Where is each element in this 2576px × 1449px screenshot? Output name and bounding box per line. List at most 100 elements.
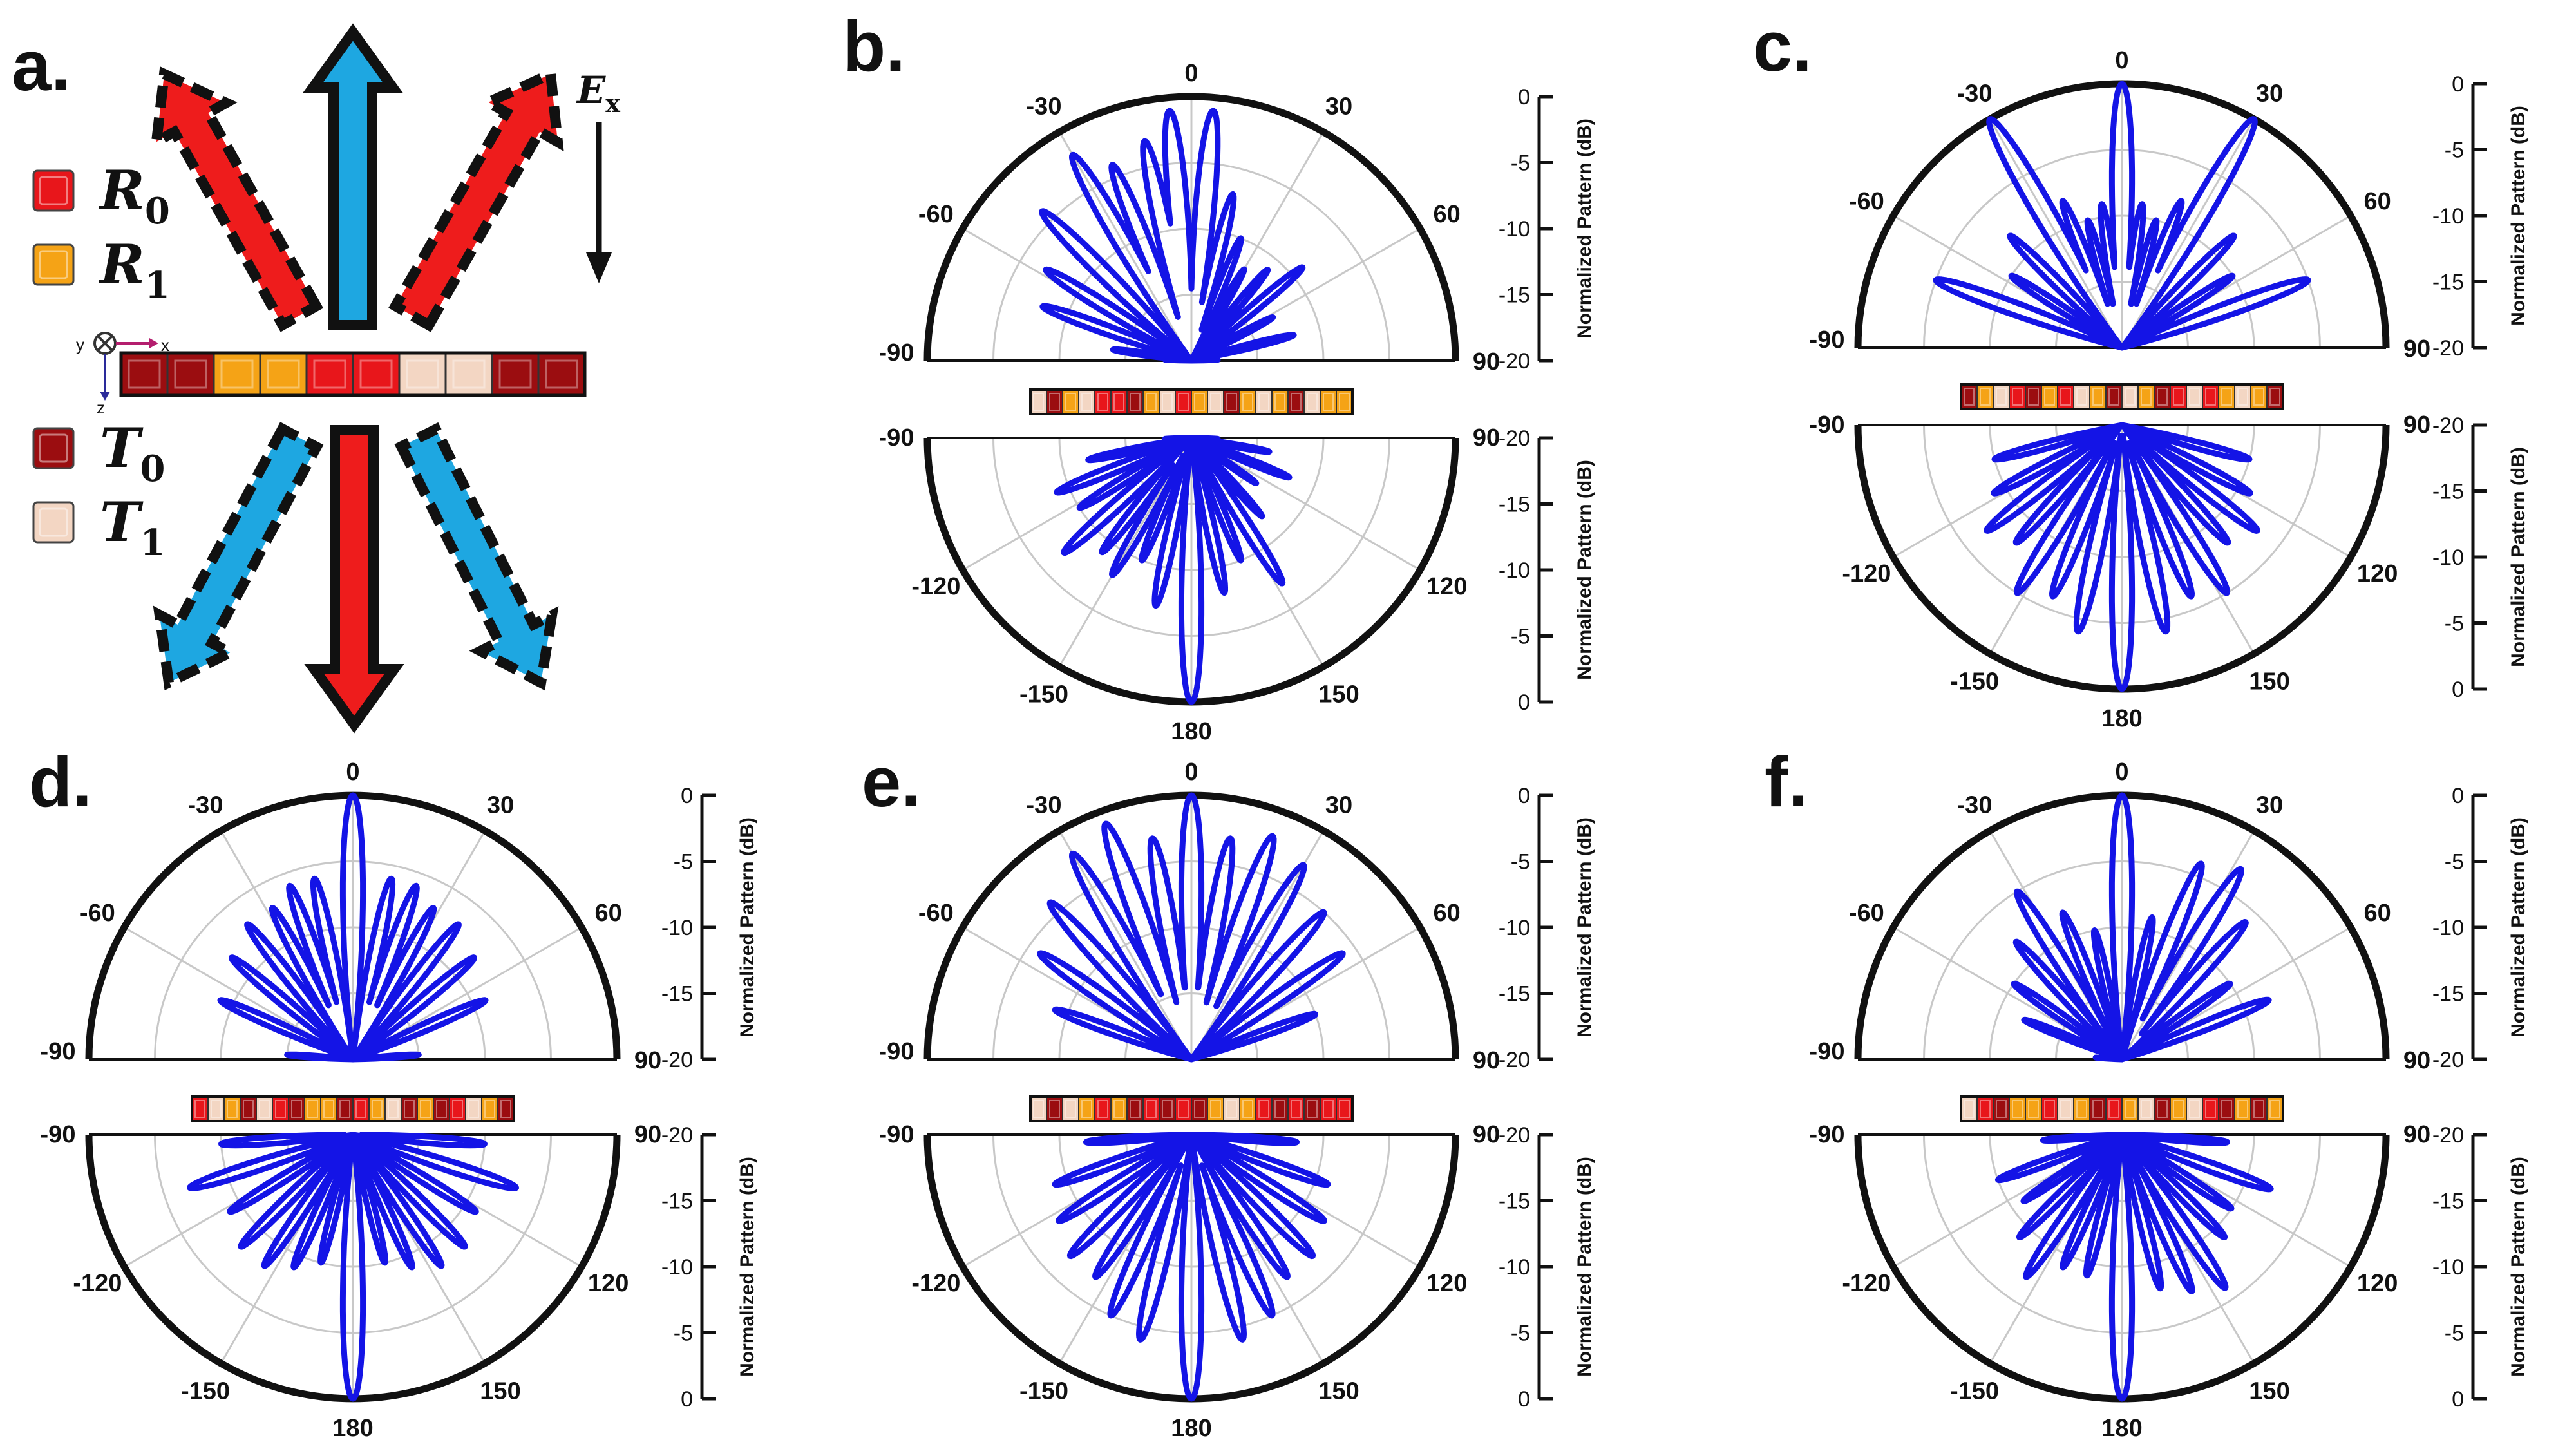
scale-tick-label: 0 xyxy=(2452,1387,2464,1412)
angle-tick-label: 0 xyxy=(1184,60,1198,87)
scale-tick-label: 0 xyxy=(2452,784,2464,808)
scale-tick-label: -20 xyxy=(2432,1123,2464,1148)
coding-cell-bevel xyxy=(372,1100,383,1118)
angle-tick-label: -150 xyxy=(1019,1378,1068,1405)
coding-cell-bevel xyxy=(1097,1100,1108,1118)
coding-cell-bevel xyxy=(2221,1100,2232,1118)
coding-cell xyxy=(1976,384,1994,410)
polar-chart-f: f. -90 -60 -30 0 30 60 90 0 -5 -10 -15 -20 Normalized… xyxy=(1765,743,2529,1442)
scale-tick-label: -5 xyxy=(2445,1321,2464,1346)
coding-cell-bevel xyxy=(2092,388,2103,406)
angle-tick-label: 90 xyxy=(1473,1121,1500,1148)
coding-cell-bevel xyxy=(2157,1100,2168,1118)
coding-cell-bevel xyxy=(339,1100,350,1118)
coding-cell xyxy=(1223,389,1240,415)
coding-cell xyxy=(1271,1096,1289,1122)
scale-tick-label: -15 xyxy=(1499,982,1530,1007)
angle-tick-label: 30 xyxy=(1325,93,1352,120)
scale-tick-label: -5 xyxy=(2445,138,2464,163)
pattern-curve-bottom xyxy=(1054,435,1293,705)
coding-cell xyxy=(1159,1096,1176,1122)
angle-tick-label: 60 xyxy=(1433,201,1460,228)
scale-tick-label: 0 xyxy=(681,784,693,808)
scale-tick-label: -20 xyxy=(1499,1048,1530,1072)
angle-tick-label: 90 xyxy=(1473,424,1500,451)
pattern-curve-top xyxy=(217,792,489,1063)
angle-tick-label: 180 xyxy=(1171,1415,1211,1442)
scale-tick-label: -10 xyxy=(661,916,693,940)
coding-cell-bevel xyxy=(452,1100,463,1118)
angle-tick-label: 90 xyxy=(1473,348,1500,375)
scale-tick-label: -5 xyxy=(1511,850,1530,875)
scale-tick-label: 0 xyxy=(1518,784,1530,808)
coding-cell xyxy=(2250,1096,2268,1122)
angle-tick-label: -90 xyxy=(41,1121,76,1148)
unit-cell-bevel xyxy=(313,359,346,389)
angle-tick-label: 90 xyxy=(634,1121,661,1148)
legend-label-R1: R1 xyxy=(99,232,170,307)
axis-x-head xyxy=(149,338,158,348)
reflected-arrow-left xyxy=(150,66,324,332)
angle-tick-label: -60 xyxy=(80,900,115,927)
angle-tick-label: 30 xyxy=(487,791,514,819)
grid-spoke xyxy=(2121,118,2255,348)
strip-outline xyxy=(119,351,587,397)
coding-cell-bevel xyxy=(1307,1100,1318,1118)
coding-cell-bevel xyxy=(484,1100,495,1118)
unit-cell-bevel xyxy=(498,359,532,389)
coding-cell-bevel xyxy=(307,1100,318,1118)
pattern-curve-top xyxy=(1039,108,1306,364)
coding-strip-outline xyxy=(1029,1095,1354,1122)
scale-axis-title: Normalized Pattern (dB) xyxy=(2508,447,2529,667)
legend-swatch-T1 xyxy=(32,501,75,544)
angle-tick-label: 120 xyxy=(1426,1270,1467,1297)
coding-cell-bevel xyxy=(1323,393,1334,411)
angle-tick-label: -90 xyxy=(1810,1038,1845,1065)
coding-cell xyxy=(320,1096,337,1122)
coding-cell-bevel xyxy=(1113,393,1124,411)
coding-cell xyxy=(401,1096,418,1122)
angle-tick-label: -90 xyxy=(1810,1121,1845,1148)
coding-cell-bevel xyxy=(1291,393,1302,411)
scale-tick-label: 0 xyxy=(2452,677,2464,702)
coding-cell-bevel xyxy=(1033,1100,1044,1118)
angle-tick-label: 120 xyxy=(1426,573,1467,600)
angle-tick-label: 90 xyxy=(2403,412,2430,439)
angle-tick-label: 90 xyxy=(2403,1121,2430,1148)
coding-cell-bevel xyxy=(2060,1100,2071,1118)
angle-tick-label: 60 xyxy=(1433,900,1460,927)
coding-cell xyxy=(1303,389,1321,415)
scale-tick-label: -10 xyxy=(661,1255,693,1280)
coding-cell-bevel xyxy=(2269,388,2280,406)
coding-cell-bevel xyxy=(275,1100,286,1118)
angle-tick-label: 0 xyxy=(1184,759,1198,786)
coding-cell-bevel xyxy=(1242,1100,1253,1118)
coding-cell-bevel xyxy=(2237,388,2248,406)
panel-label-e: e. xyxy=(862,743,921,822)
coding-cell-bevel xyxy=(404,1100,415,1118)
angle-tick-label: -90 xyxy=(1810,412,1845,439)
coding-cell-bevel xyxy=(1065,1100,1076,1118)
coding-cell-bevel xyxy=(500,1100,511,1118)
efield-label: Ex xyxy=(576,68,620,118)
angle-tick-label: -90 xyxy=(1810,327,1845,354)
coding-cell xyxy=(2025,384,2042,410)
legend-swatch-T0 xyxy=(32,427,75,469)
angle-tick-label: 90 xyxy=(2403,336,2430,363)
scale-axis-title: Normalized Pattern (dB) xyxy=(1574,1157,1595,1377)
coding-cell-bevel xyxy=(2269,1100,2280,1118)
coding-cell-bevel xyxy=(1964,1100,1975,1118)
angle-tick-label: -90 xyxy=(879,1038,914,1065)
coding-cell-bevel xyxy=(2076,388,2087,406)
coding-cell-bevel xyxy=(1210,1100,1221,1118)
angle-tick-label: 30 xyxy=(2256,791,2283,819)
scale-axis-title: Normalized Pattern (dB) xyxy=(737,817,758,1037)
coding-cell xyxy=(1976,1096,1994,1122)
coding-cell xyxy=(336,1096,354,1122)
scale-tick-label: 0 xyxy=(1518,85,1530,109)
coding-cell-bevel xyxy=(2253,388,2264,406)
angle-tick-label: 180 xyxy=(332,1415,373,1442)
efield-arrowhead xyxy=(586,252,612,283)
coding-cell-bevel xyxy=(323,1100,334,1118)
coding-cell-bevel xyxy=(1081,393,1092,411)
